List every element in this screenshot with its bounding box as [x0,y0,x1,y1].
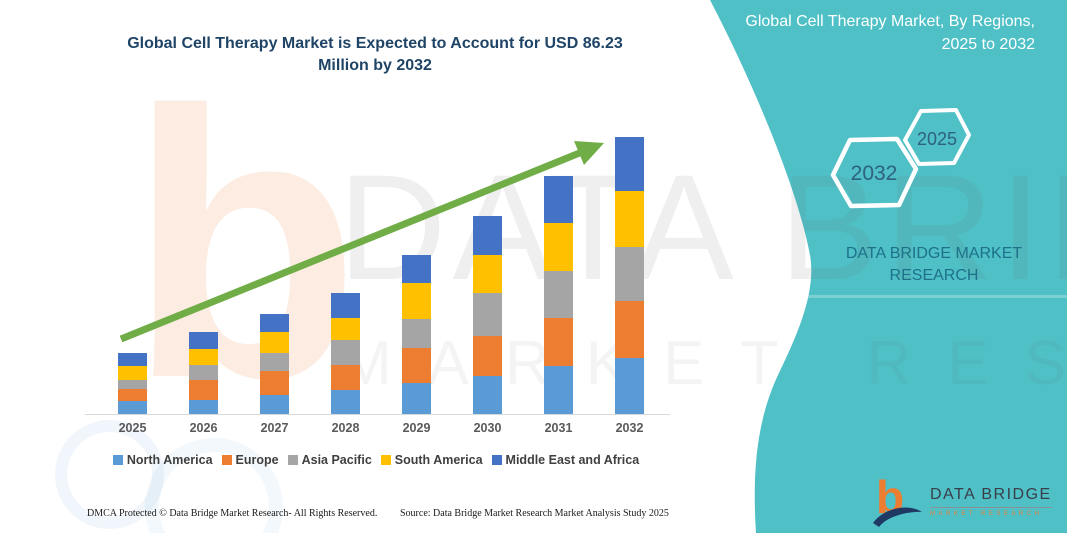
axis-label-2029: 2029 [402,421,431,435]
legend-label: Asia Pacific [301,453,372,467]
segment-south-america-2031 [544,223,573,272]
panel-highlight-band [705,295,1067,298]
segment-north-america-2025 [118,401,147,414]
hexagon-2032-label: 2032 [851,162,898,185]
segment-north-america-2031 [544,366,573,414]
segment-north-america-2027 [260,394,289,414]
segment-north-america-2029 [402,382,431,414]
segment-south-america-2032 [615,191,644,247]
segment-middle-east-and-africa-2025 [118,352,147,367]
source-text: Source: Data Bridge Market Research Mark… [400,508,669,519]
legend-item-asia-pacific: Asia Pacific [287,453,372,467]
segment-south-america-2025 [118,366,147,380]
hexagon-2025-label: 2025 [917,129,957,149]
segment-south-america-2026 [189,349,218,365]
segment-europe-2027 [260,371,289,395]
legend-swatch-icon [380,455,391,465]
segment-asia-pacific-2031 [544,271,573,318]
segment-middle-east-and-africa-2029 [402,255,431,283]
segment-south-america-2028 [331,317,360,341]
segment-europe-2030 [473,335,502,377]
segment-middle-east-and-africa-2030 [473,215,502,255]
segment-north-america-2032 [615,358,644,414]
logo-b-icon: b [873,473,922,527]
segment-asia-pacific-2029 [402,318,431,348]
segment-asia-pacific-2030 [473,292,502,336]
legend-item-europe: Europe [221,453,279,467]
bar-2032 [615,137,644,414]
segment-south-america-2029 [402,282,431,319]
axis-label-2030: 2030 [473,421,502,435]
legend-item-south-america: South America [380,453,483,467]
logo-subbrand-text: MARKET RESEARCH [930,506,1052,517]
axis-label-2028: 2028 [331,421,360,435]
legend-swatch-icon [287,455,298,465]
legend-item-north-america: North America [112,453,213,467]
hexagon-2032-icon [830,136,919,209]
legend-swatch-icon [491,455,502,465]
segment-asia-pacific-2028 [331,340,360,365]
plot-area [85,118,667,414]
logo-brand-text: DATA BRIDGE [930,485,1052,503]
segment-europe-2031 [544,317,573,367]
hexagon-2025-icon [903,108,971,166]
segment-europe-2029 [402,347,431,383]
axis-label-2032: 2032 [615,421,644,435]
segment-south-america-2027 [260,332,289,353]
bar-2027 [260,313,289,414]
segment-north-america-2028 [331,390,360,414]
segment-north-america-2026 [189,399,218,414]
segment-asia-pacific-2032 [615,246,644,302]
segment-europe-2025 [118,388,147,402]
bar-2026 [189,332,218,414]
chart-legend: North America Europe Asia Pacific South Ame… [70,453,682,467]
segment-middle-east-and-africa-2026 [189,332,218,350]
chart-title: Global Cell Therapy Market is Expected t… [127,35,623,75]
legend-swatch-icon [112,455,123,465]
segment-middle-east-and-africa-2027 [260,313,289,333]
segment-europe-2028 [331,364,360,391]
x-axis-labels: 2025 2026 2027 2028 2029 2030 2031 2032 [85,421,667,439]
segment-south-america-2030 [473,254,502,293]
logo-swoosh-icon [873,507,922,527]
segment-europe-2026 [189,380,218,400]
legend-label: South America [394,453,483,467]
bar-2028 [331,293,360,414]
legend-swatch-icon [221,455,232,465]
dmca-text: DMCA Protected © Data Bridge Market Rese… [87,508,378,519]
side-panel-title: Global Cell Therapy Market, By Regions, … [745,13,1035,54]
legend-label: Middle East and Africa [505,453,640,467]
x-axis-line [85,414,670,415]
teal-panel-shape [710,0,1067,533]
legend-label: North America [126,453,213,467]
segment-asia-pacific-2026 [189,364,218,381]
data-bridge-logo: b DATA BRIDGE MARKET RESEARCH [872,472,1052,530]
segment-middle-east-and-africa-2028 [331,293,360,318]
segment-middle-east-and-africa-2031 [544,176,573,224]
segment-europe-2032 [615,301,644,359]
bar-2025 [118,352,147,414]
axis-label-2025: 2025 [118,421,147,435]
legend-label: Europe [235,453,279,467]
brand-name-text: DATA BRIDGE MARKET RESEARCH [845,245,1023,285]
axis-label-2031: 2031 [544,421,573,435]
legend-item-middle-east-and-africa: Middle East and Africa [491,453,640,467]
bar-2029 [402,255,431,414]
axis-label-2027: 2027 [260,421,289,435]
segment-north-america-2030 [473,376,502,414]
segment-asia-pacific-2027 [260,352,289,372]
segment-middle-east-and-africa-2032 [615,137,644,192]
bar-2030 [473,215,502,414]
segment-asia-pacific-2025 [118,379,147,389]
bar-2031 [544,176,573,414]
axis-label-2026: 2026 [189,421,218,435]
